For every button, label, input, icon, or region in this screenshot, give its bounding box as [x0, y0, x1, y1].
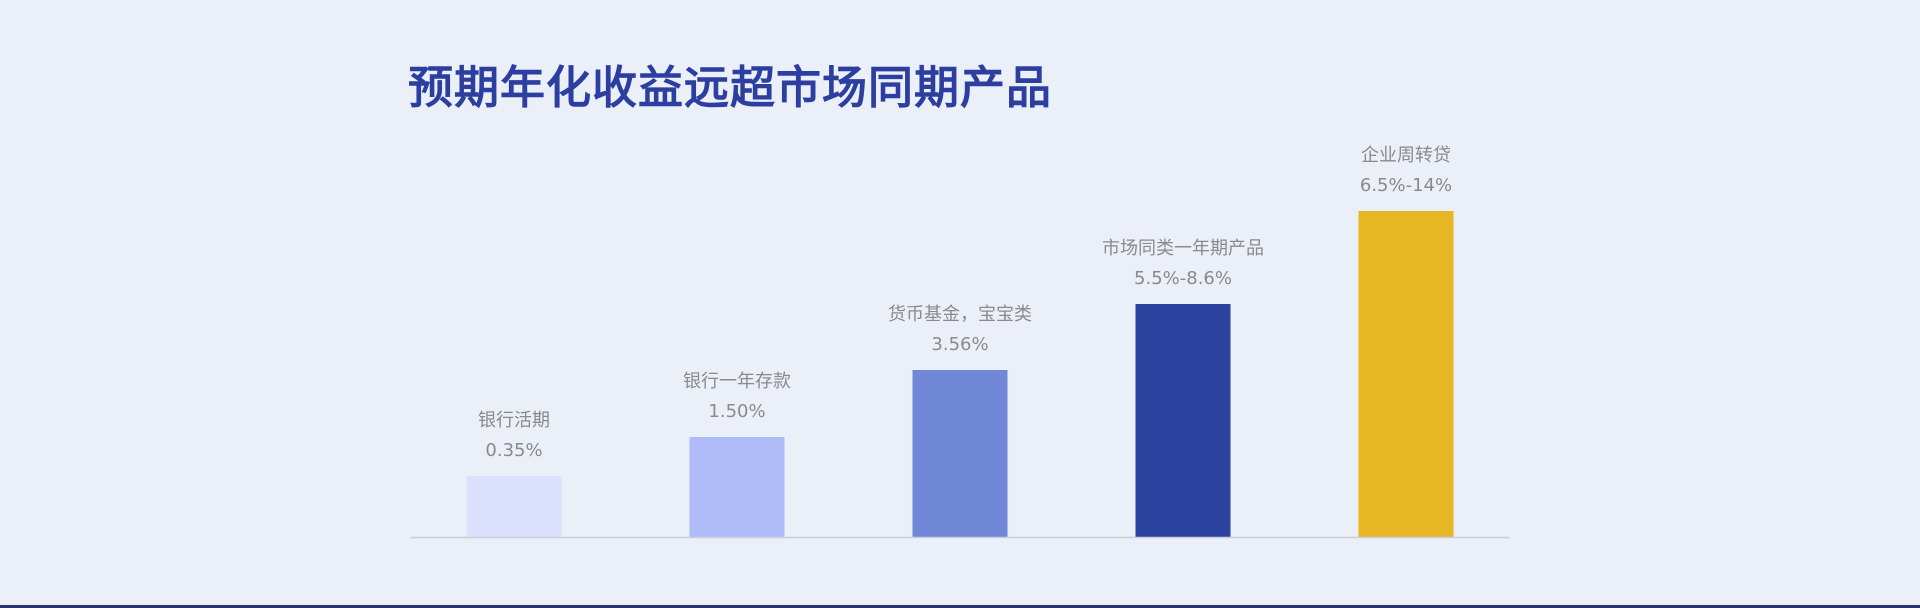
- category-label-4: 市场同类一年期产品: [1102, 238, 1264, 259]
- bar-3: [912, 370, 1008, 537]
- value-label-2: 1.50%: [708, 401, 765, 422]
- value-label-1: 0.35%: [485, 440, 542, 461]
- bottom-divider: [0, 605, 1920, 608]
- category-label-1: 银行活期: [478, 410, 550, 431]
- category-label-5: 企业周转贷: [1361, 145, 1451, 166]
- bar-2: [689, 437, 785, 537]
- bar-1: [466, 476, 562, 537]
- bars-group: [466, 211, 1454, 537]
- page-title: 预期年化收益远超市场同期产品: [408, 61, 1053, 114]
- bar-5: [1358, 211, 1454, 537]
- category-label-2: 银行一年存款: [683, 371, 791, 392]
- value-label-3: 3.56%: [931, 334, 988, 355]
- bar-4: [1135, 304, 1231, 537]
- labels-group: 银行活期 0.35% 银行一年存款 1.50% 货币基金，宝宝类 3.56% 市场同类一年期…: [478, 145, 1452, 461]
- value-label-4: 5.5%-8.6%: [1134, 268, 1232, 289]
- category-label-3: 货币基金，宝宝类: [888, 304, 1032, 325]
- value-label-5: 6.5%-14%: [1360, 175, 1452, 196]
